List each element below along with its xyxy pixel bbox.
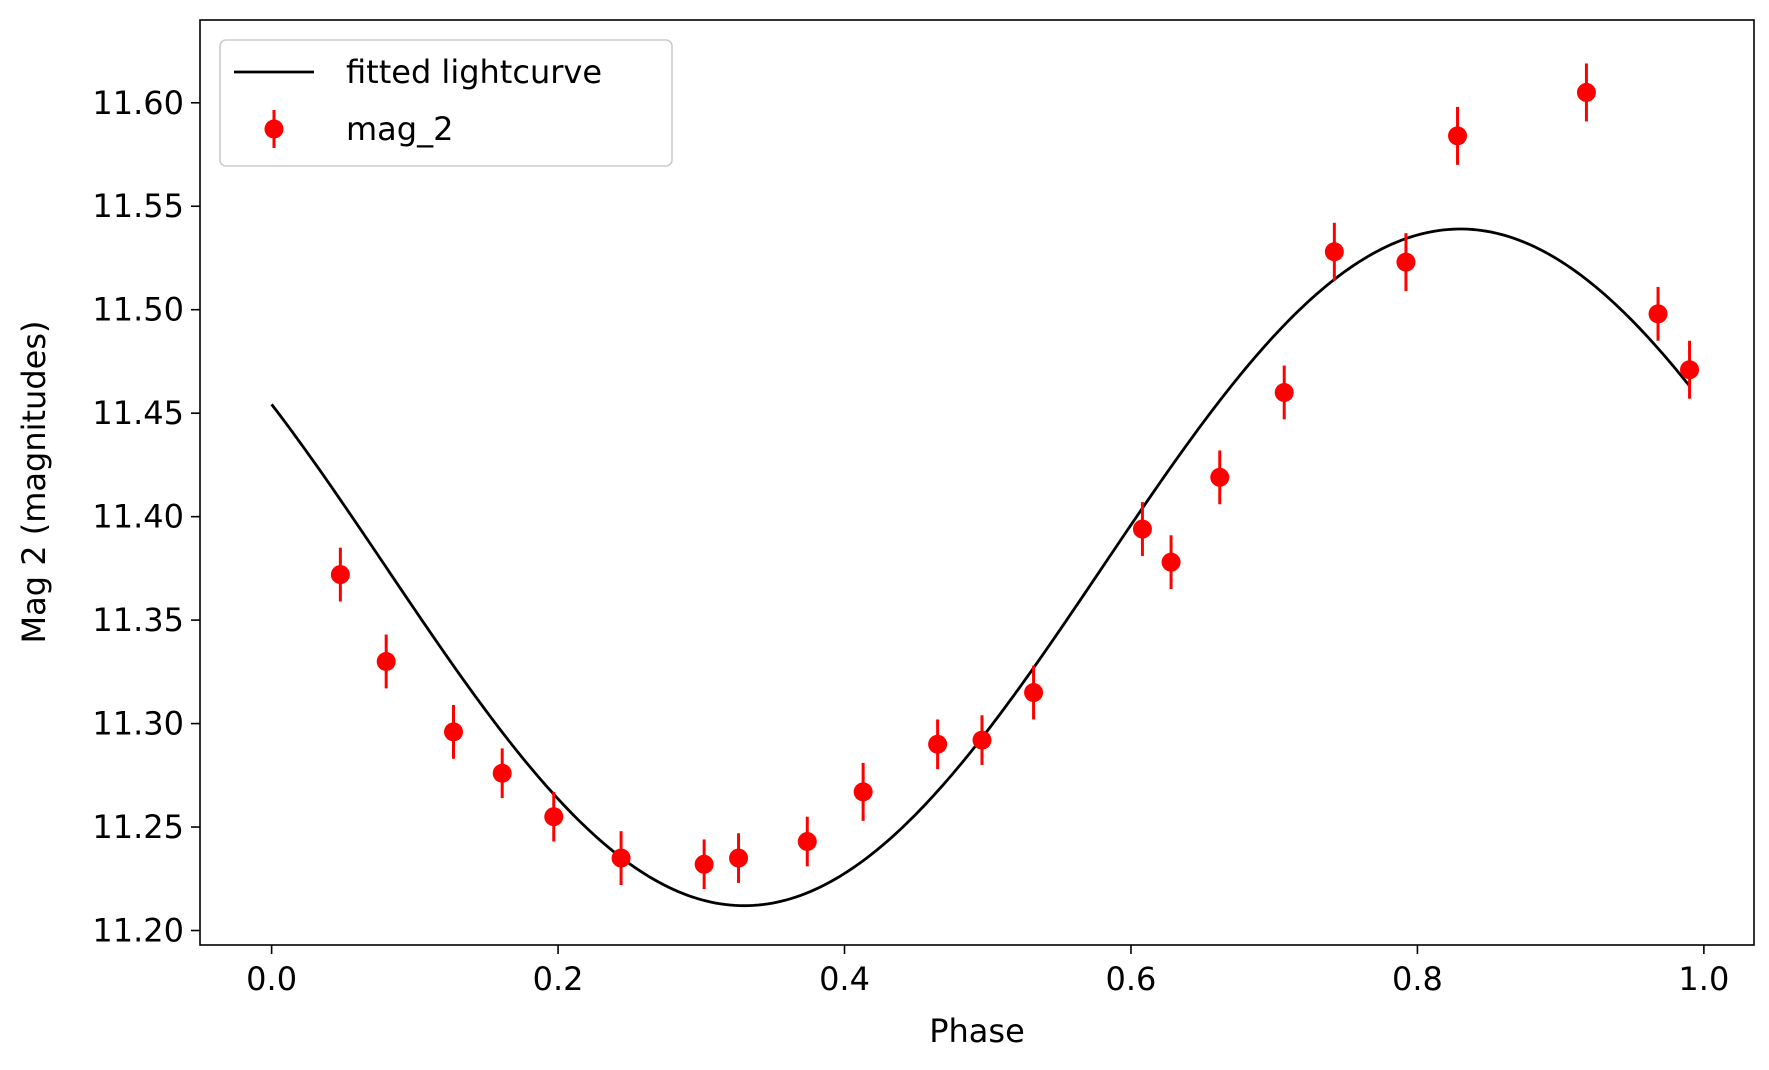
x-tick-label: 0.4 (819, 960, 870, 998)
series-layer (270, 63, 1700, 908)
data-marker (1448, 126, 1468, 146)
data-marker (376, 651, 396, 671)
data-point (729, 833, 749, 883)
data-point (544, 791, 564, 842)
y-tick-label: 11.60 (92, 84, 184, 122)
data-point (928, 719, 948, 770)
data-marker (1648, 304, 1668, 324)
data-marker (928, 734, 948, 754)
legend-label-fitted-lightcurve: fitted lightcurve (346, 53, 602, 91)
data-marker (1132, 519, 1152, 539)
y-tick-label: 11.35 (92, 601, 184, 639)
data-point (492, 748, 512, 799)
data-point (444, 704, 464, 759)
data-marker (611, 848, 631, 868)
x-tick-label: 0.8 (1392, 960, 1443, 998)
x-tick-label: 0.0 (246, 960, 297, 998)
data-marker (1210, 467, 1230, 487)
data-point (1024, 665, 1044, 720)
data-point (376, 634, 396, 689)
data-marker (1680, 360, 1700, 380)
data-point (1274, 365, 1294, 420)
ticks-layer: 0.0 0.2 0.4 0.6 0.8 1.0 11.20 11.25 11.30 11.35 11… (92, 84, 1729, 998)
data-marker (729, 848, 749, 868)
data-marker (330, 565, 350, 585)
y-tick-label: 11.40 (92, 498, 184, 536)
data-marker (1396, 252, 1416, 272)
data-point (797, 816, 817, 867)
data-point (1680, 340, 1700, 399)
y-tick-label: 11.25 (92, 808, 184, 846)
data-marker (853, 782, 873, 802)
data-point (853, 762, 873, 821)
data-point (1161, 535, 1181, 590)
y-tick-label: 11.30 (92, 705, 184, 743)
legend: fitted lightcurve mag_2 (219, 39, 673, 167)
data-marker (444, 722, 464, 742)
data-marker (797, 832, 817, 852)
y-tick-label: 11.20 (92, 912, 184, 950)
data-point (1132, 502, 1152, 556)
y-tick-label: 11.55 (92, 187, 184, 225)
y-axis-label: Mag 2 (magnitudes) (15, 321, 53, 644)
plot-frame (199, 19, 1755, 946)
x-tick-label: 0.2 (533, 960, 584, 998)
data-point (972, 715, 992, 765)
y-tick-label: 11.50 (92, 291, 184, 329)
data-point (1648, 286, 1668, 341)
y-tick-label: 11.45 (92, 394, 184, 432)
data-marker (1274, 382, 1294, 402)
data-marker (1324, 242, 1344, 262)
data-marker (694, 854, 714, 874)
data-point (1448, 106, 1468, 165)
data-point (611, 831, 631, 885)
data-marker (492, 763, 512, 783)
data-marker (1161, 552, 1181, 572)
legend-label-mag-2: mag_2 (346, 110, 453, 148)
data-point (1396, 233, 1416, 292)
data-marker (972, 730, 992, 750)
data-point (1210, 450, 1230, 505)
x-tick-label: 1.0 (1678, 960, 1729, 998)
data-marker (544, 807, 564, 827)
legend-marker-swatch (264, 119, 284, 139)
legend-frame (219, 39, 673, 167)
data-marker (1576, 82, 1596, 102)
data-point (1576, 63, 1596, 122)
data-point (694, 839, 714, 890)
x-tick-label: 0.6 (1106, 960, 1157, 998)
x-axis-label: Phase (929, 1012, 1025, 1050)
data-point (1324, 222, 1344, 281)
data-point (330, 547, 350, 602)
data-marker (1024, 683, 1044, 703)
